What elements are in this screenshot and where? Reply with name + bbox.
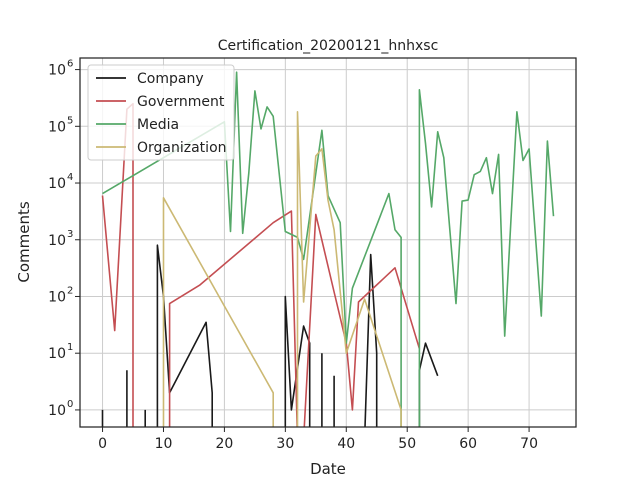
x-tick-label: 50 [398,436,416,452]
y-tick-label: 10 [48,346,66,362]
x-tick-label: 10 [155,436,173,452]
y-tick-exponent: 0 [67,399,73,410]
y-tick-label: 10 [48,119,66,135]
x-axis-ticks: 0 10 20 30 40 50 60 70 [98,427,538,452]
y-tick-exponent: 1 [67,342,73,353]
y-tick-exponent: 3 [67,229,73,240]
y-tick-base: 10 [48,403,66,419]
chart-title: Certification_20200121_hnhxsc [218,38,439,54]
y-tick-label: 10 [48,233,66,249]
x-tick-label: 60 [459,436,477,452]
y-tick-exponent: 4 [67,172,73,183]
y-tick-exponent: 5 [67,115,73,126]
series-lines [101,71,555,427]
y-tick-base: 10 [48,119,66,135]
x-tick-label: 40 [337,436,355,452]
grid [80,58,576,427]
legend-box [87,64,235,161]
y-tick-label: 10 [48,176,66,192]
legend-label: Company [137,71,204,87]
y-tick-base: 10 [48,346,66,362]
y-tick-label: 10 [48,289,66,305]
x-tick-label: 20 [215,436,233,452]
series-line-media [102,71,555,427]
legend: Company Government Media Organization [87,64,235,161]
y-tick-base: 10 [48,289,66,305]
y-tick-label: 10 [48,63,66,79]
y-tick-exponent: 6 [67,59,73,70]
y-tick-exponent: 2 [67,285,73,296]
legend-label: Organization [137,140,227,156]
y-tick-base: 10 [48,233,66,249]
y-axis-label: Comments [15,201,33,282]
x-tick-label: 30 [276,436,294,452]
y-tick-base: 10 [48,63,66,79]
x-tick-label: 70 [520,436,538,452]
y-tick-label: 10 [48,403,66,419]
series-line-organization [162,111,402,427]
x-tick-label: 0 [98,436,107,452]
legend-label: Media [137,117,179,133]
legend-label: Government [137,94,225,110]
x-axis-label: Date [310,460,346,478]
y-tick-base: 10 [48,176,66,192]
plot-frame [79,57,577,428]
